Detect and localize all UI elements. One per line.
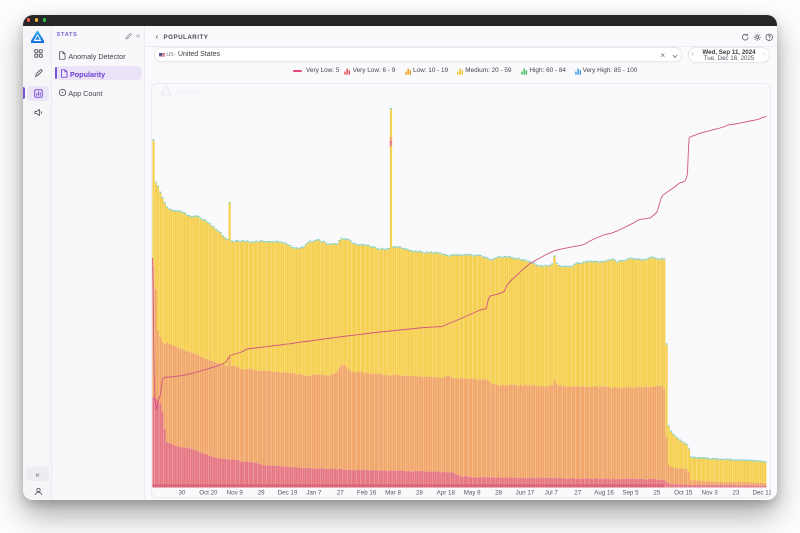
svg-text:Nov 3: Nov 3 bbox=[702, 490, 719, 497]
svg-text:Jun 17: Jun 17 bbox=[516, 490, 535, 497]
svg-text:27: 27 bbox=[337, 490, 344, 497]
svg-text:Sep 5: Sep 5 bbox=[622, 490, 639, 497]
svg-text:Oct 15: Oct 15 bbox=[674, 490, 693, 497]
svg-text:23: 23 bbox=[733, 490, 740, 497]
svg-text:30: 30 bbox=[179, 490, 186, 497]
svg-text:AltStore: AltStore bbox=[175, 90, 202, 97]
svg-text:Jan 7: Jan 7 bbox=[306, 490, 322, 497]
svg-text:28: 28 bbox=[416, 490, 423, 497]
svg-text:May 8: May 8 bbox=[464, 490, 481, 497]
svg-text:Nov 9: Nov 9 bbox=[227, 490, 244, 497]
svg-text:25: 25 bbox=[653, 490, 660, 497]
svg-text:Jul 7: Jul 7 bbox=[545, 490, 559, 497]
svg-text:29: 29 bbox=[258, 490, 265, 497]
svg-text:Dec 13: Dec 13 bbox=[753, 490, 771, 497]
svg-text:Aug 16: Aug 16 bbox=[594, 490, 614, 497]
svg-text:Dec 19: Dec 19 bbox=[278, 490, 298, 497]
svg-text:Oct 20: Oct 20 bbox=[199, 490, 218, 497]
svg-text:28: 28 bbox=[495, 490, 502, 497]
svg-text:Apr 18: Apr 18 bbox=[437, 490, 456, 497]
svg-text:Feb 16: Feb 16 bbox=[357, 490, 377, 497]
svg-text:27: 27 bbox=[574, 490, 581, 497]
svg-text:Mar 8: Mar 8 bbox=[385, 490, 401, 497]
